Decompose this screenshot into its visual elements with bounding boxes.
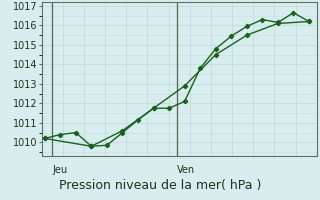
Text: Jeu: Jeu <box>52 165 68 175</box>
Text: Ven: Ven <box>177 165 195 175</box>
Text: Pression niveau de la mer( hPa ): Pression niveau de la mer( hPa ) <box>59 179 261 192</box>
